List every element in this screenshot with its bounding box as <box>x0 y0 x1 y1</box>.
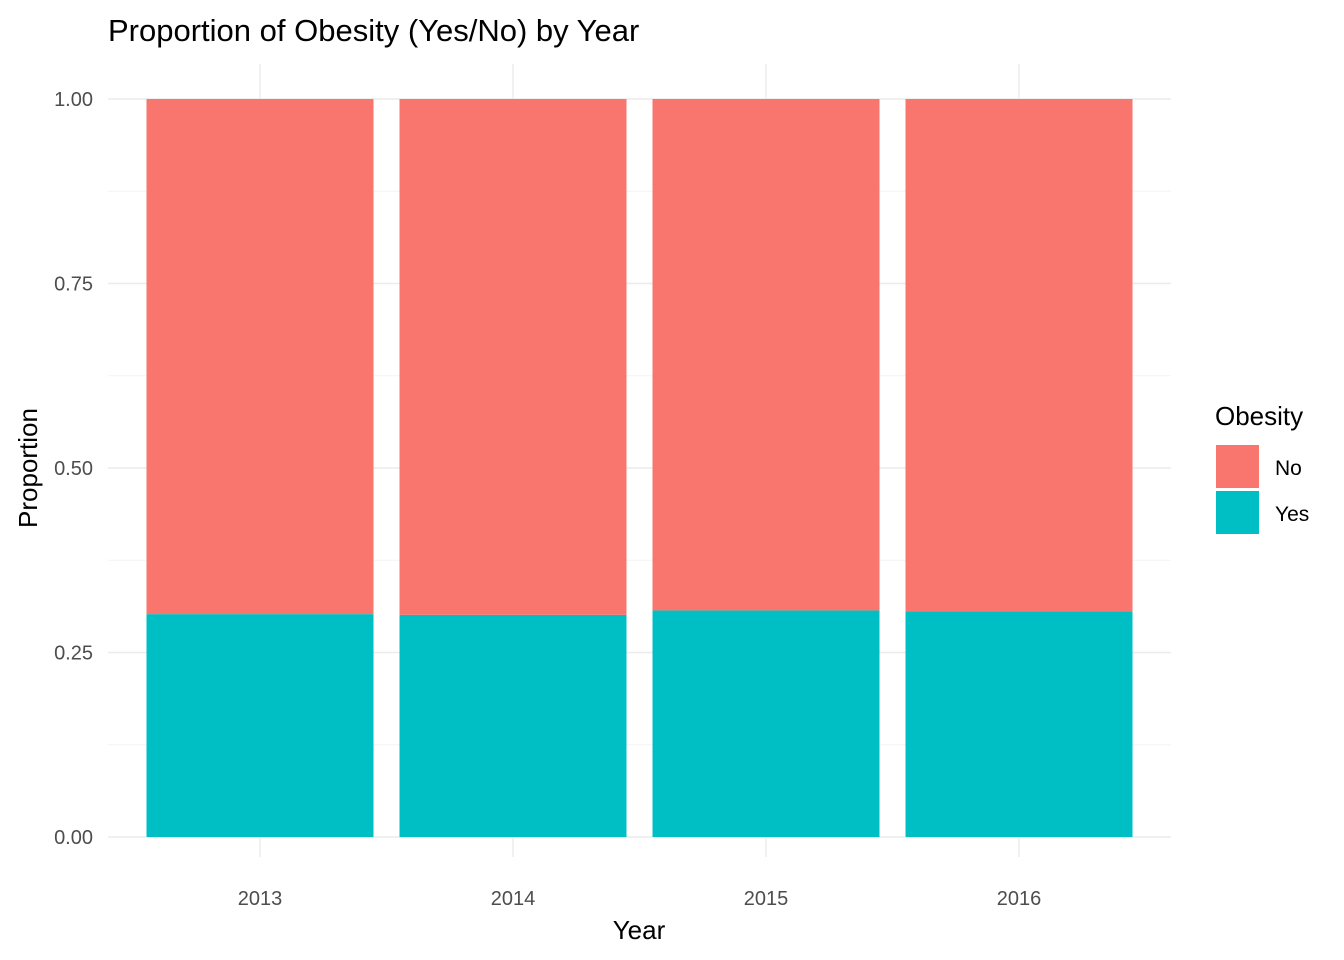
x-axis-ticks: 2013 2014 2015 2016 <box>238 888 1042 910</box>
chart-title: Proportion of Obesity (Yes/No) by Year <box>108 13 639 48</box>
bar-no-2013 <box>146 99 374 615</box>
y-axis-ticks: 0.00 0.25 0.50 0.75 1.00 <box>54 89 93 849</box>
bar-yes-2014 <box>399 614 627 837</box>
y-tick-label: 1.00 <box>54 89 93 111</box>
bar-no-2014 <box>399 99 627 615</box>
x-axis-title: Year <box>613 915 666 945</box>
legend-key-yes <box>1216 491 1259 534</box>
y-axis-title: Proportion <box>13 408 43 528</box>
bar-yes-2013 <box>146 614 374 837</box>
legend-title: Obesity <box>1215 401 1303 431</box>
x-tick-label: 2013 <box>238 888 283 910</box>
legend-label-no: No <box>1275 457 1302 480</box>
y-tick-label: 0.50 <box>54 458 93 480</box>
bar-yes-2015 <box>652 610 880 837</box>
x-tick-label: 2016 <box>997 888 1042 910</box>
y-tick-label: 0.00 <box>54 827 93 849</box>
legend: Obesity No Yes <box>1215 401 1309 534</box>
bar-no-2015 <box>652 99 880 611</box>
bars <box>146 99 1133 837</box>
y-tick-label: 0.25 <box>54 643 93 665</box>
x-tick-label: 2015 <box>744 888 789 910</box>
bar-yes-2016 <box>905 611 1133 837</box>
y-tick-label: 0.75 <box>54 274 93 296</box>
bar-no-2016 <box>905 99 1133 612</box>
x-tick-label: 2014 <box>491 888 536 910</box>
legend-label-yes: Yes <box>1275 503 1309 526</box>
legend-key-no <box>1216 445 1259 488</box>
